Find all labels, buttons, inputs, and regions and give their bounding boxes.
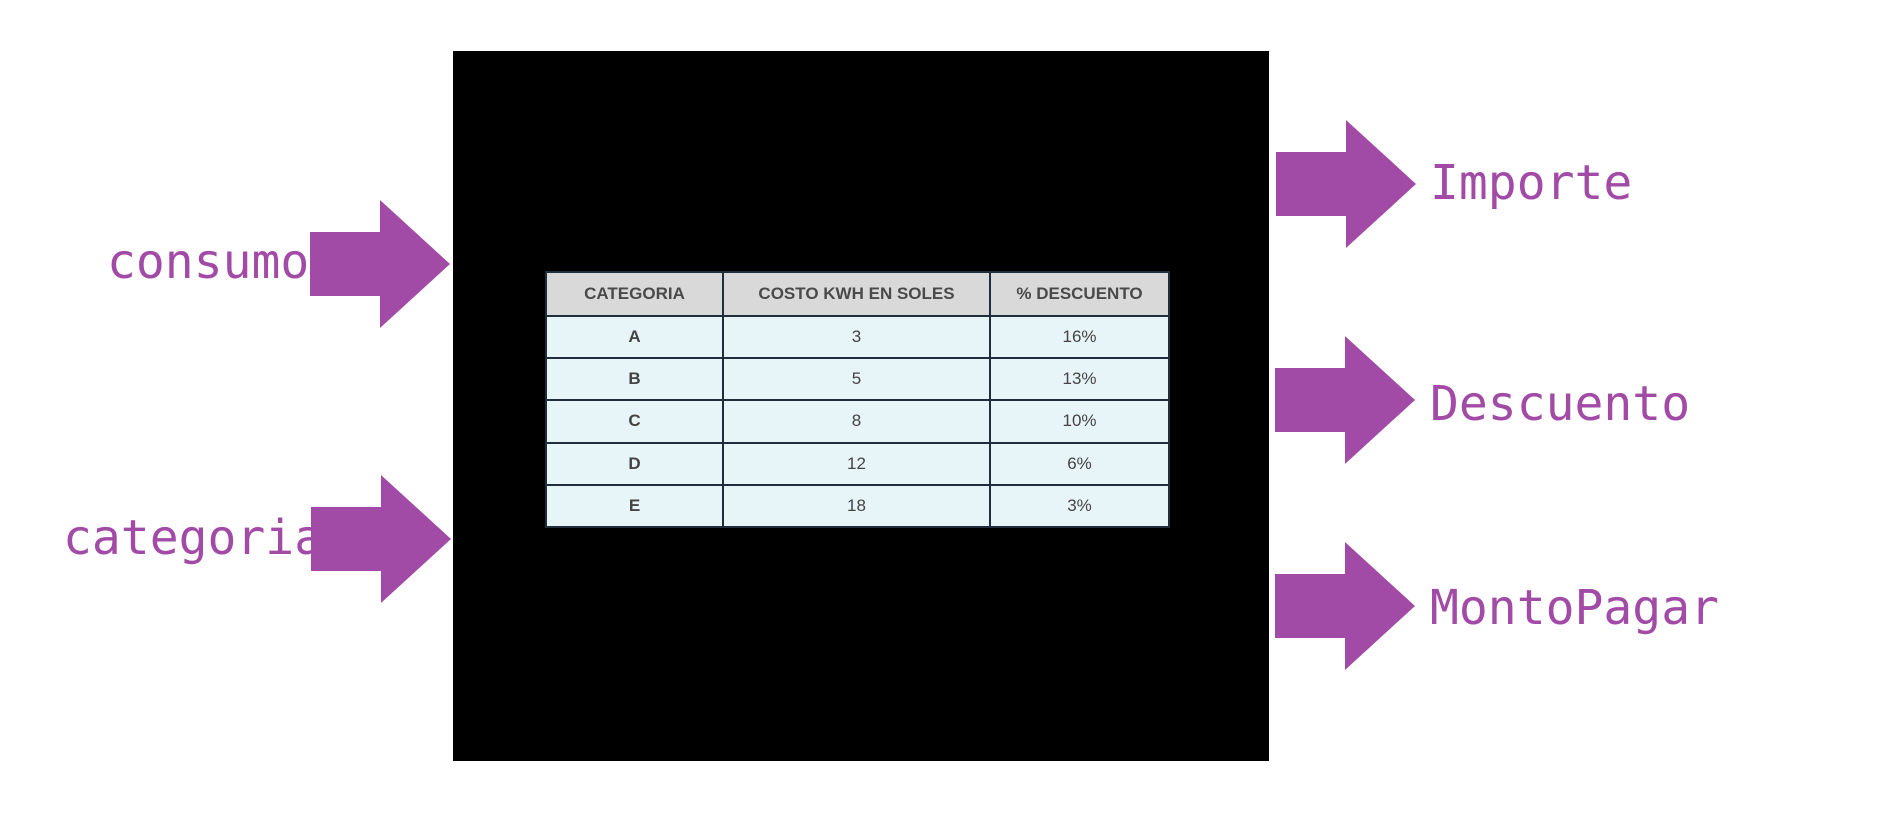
table-header-row: CATEGORIA COSTO KWH EN SOLES % DESCUENTO <box>545 271 1170 317</box>
cell-costo: 18 <box>722 483 991 529</box>
input-label-categoria: categoria <box>63 510 324 566</box>
table-row: E 18 3% <box>545 483 1170 529</box>
cell-costo: 12 <box>722 441 991 486</box>
header-descuento: % DESCUENTO <box>989 271 1170 317</box>
cell-categoria: C <box>545 399 724 444</box>
category-rate-table: CATEGORIA COSTO KWH EN SOLES % DESCUENTO… <box>545 271 1170 529</box>
cell-categoria: B <box>545 357 724 402</box>
cell-categoria: E <box>545 483 724 529</box>
output-label-descuento: Descuento <box>1430 376 1691 432</box>
input-label-consumo: consumo <box>107 234 310 290</box>
output-arrow-importe-icon <box>1276 120 1416 248</box>
input-arrow-consumo-icon <box>310 200 450 328</box>
cell-descuento: 10% <box>989 399 1170 444</box>
output-arrow-montopagar-icon <box>1275 542 1415 670</box>
cell-categoria: D <box>545 441 724 486</box>
table-row: C 8 10% <box>545 399 1170 444</box>
cell-descuento: 3% <box>989 483 1170 529</box>
output-label-montopagar: MontoPagar <box>1430 580 1719 636</box>
table-row: A 3 16% <box>545 314 1170 360</box>
cell-descuento: 13% <box>989 357 1170 402</box>
cell-costo: 3 <box>722 314 991 360</box>
table-row: D 12 6% <box>545 441 1170 486</box>
header-costo-kwh: COSTO KWH EN SOLES <box>722 271 991 317</box>
cell-categoria: A <box>545 314 724 360</box>
cell-costo: 8 <box>722 399 991 444</box>
cell-costo: 5 <box>722 357 991 402</box>
output-label-importe: Importe <box>1430 155 1633 211</box>
input-arrow-categoria-icon <box>311 475 451 603</box>
table-row: B 5 13% <box>545 357 1170 402</box>
cell-descuento: 16% <box>989 314 1170 360</box>
header-categoria: CATEGORIA <box>545 271 724 317</box>
cell-descuento: 6% <box>989 441 1170 486</box>
output-arrow-descuento-icon <box>1275 336 1415 464</box>
